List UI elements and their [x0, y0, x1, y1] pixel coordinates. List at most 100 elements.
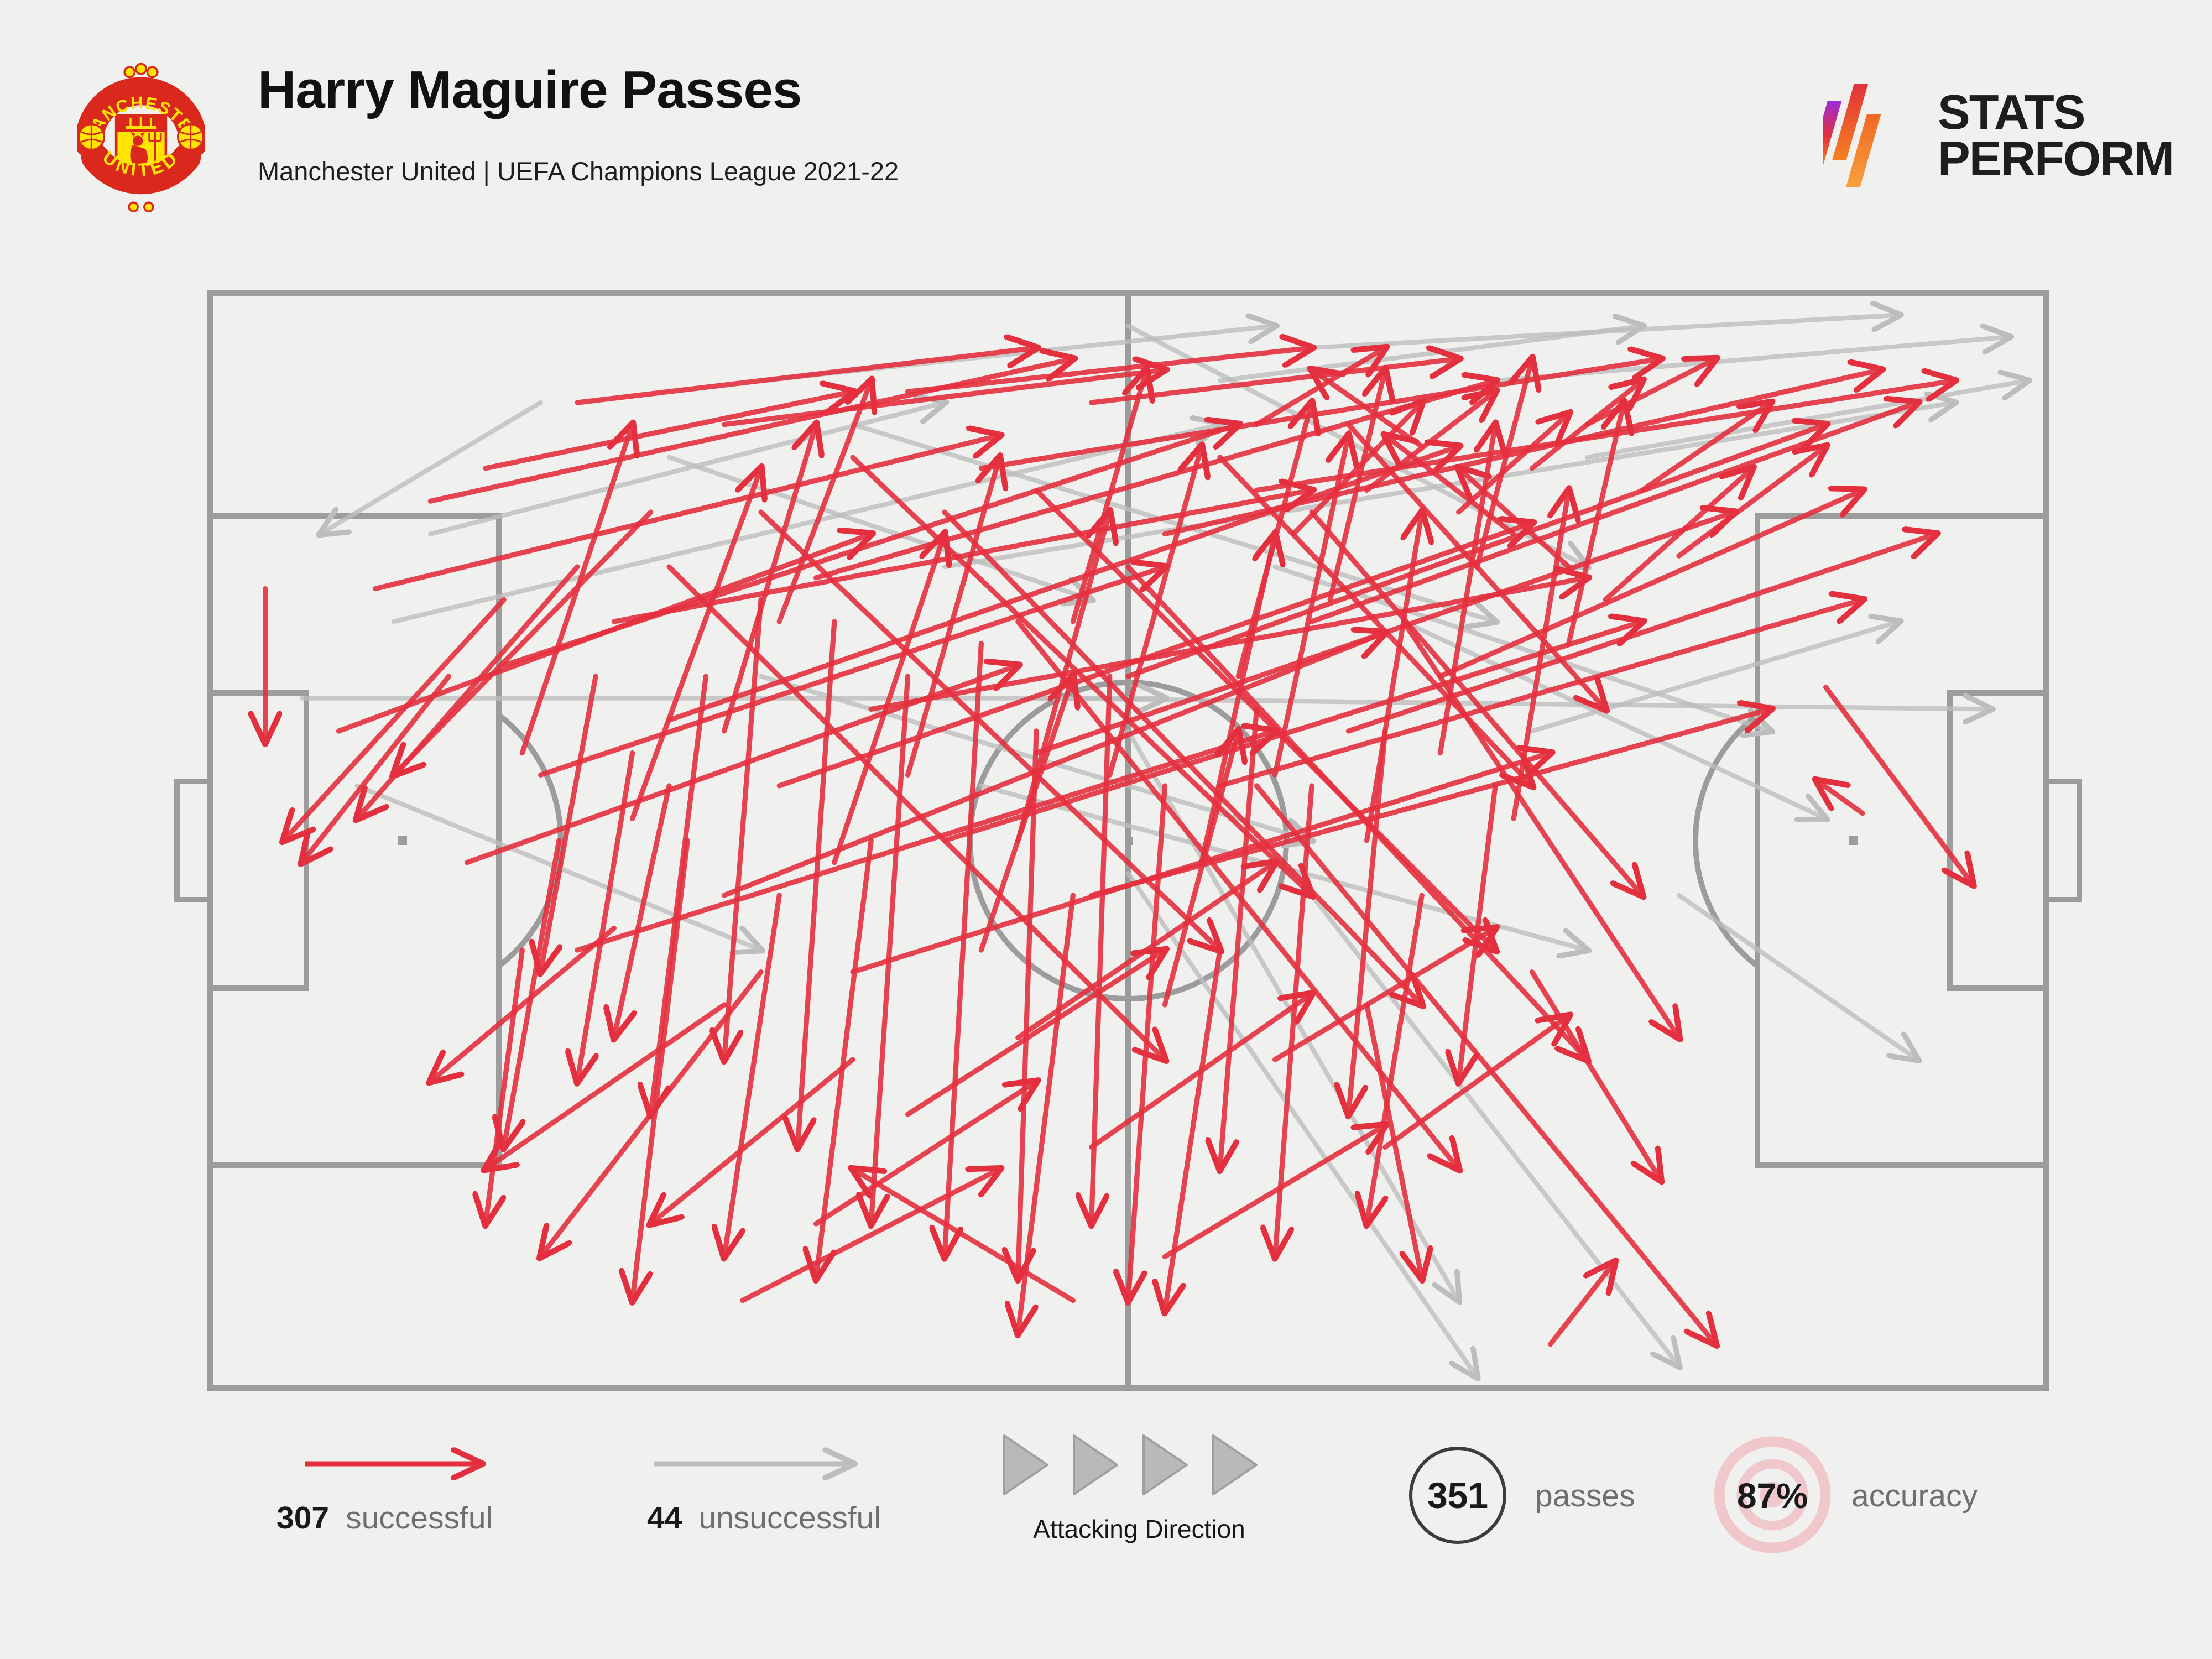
stats-perform-line1: STATS — [1938, 84, 2085, 139]
total-passes-badge: 351 — [1409, 1447, 1506, 1544]
pass-arrow-successful — [1088, 359, 1459, 405]
pass-arrow-successful — [1548, 1262, 1615, 1347]
pass-arrow-successful — [1018, 893, 1076, 1333]
pass-arrow-successful — [724, 893, 782, 1256]
pass-arrow-successful — [1254, 348, 1385, 427]
pass-arrow-successful — [905, 457, 1000, 778]
pass-arrow-successful — [541, 674, 598, 972]
accuracy-label: accuracy — [1851, 1478, 1978, 1514]
pass-arrow-successful — [1309, 403, 1918, 624]
pass-arrow-successful — [486, 1002, 727, 1169]
pass-arrow-successful — [427, 359, 1073, 504]
pass-arrow-unsuccessful — [391, 425, 1220, 624]
pass-arrow-successful — [1383, 1016, 1569, 1150]
legend-unsuccessful: 44 unsuccessful — [647, 1500, 881, 1536]
pass-arrow-successful — [611, 490, 1312, 624]
pass-arrow-successful — [1015, 619, 1459, 1169]
pass-arrow-successful — [336, 534, 871, 734]
pass-arrow-successful — [905, 348, 1312, 394]
pass-arrow-successful — [1327, 370, 1385, 603]
six-yard-box-right — [1947, 690, 2049, 991]
goal-right — [2043, 779, 2082, 902]
page-title: Harry Maguire Passes — [258, 60, 802, 119]
pass-arrow-successful — [724, 597, 764, 1060]
penalty-spot-left — [398, 836, 407, 845]
pass-arrow-successful — [651, 1057, 855, 1224]
passes-label: passes — [1535, 1478, 1635, 1514]
pass-arrow-successful — [666, 446, 1459, 723]
stats-perform-slashes-icon — [1823, 84, 1881, 187]
legend-unsuccessful-arrow-icon — [654, 1433, 879, 1494]
pass-arrow-successful — [575, 731, 1275, 953]
pass-arrow-successful — [302, 674, 452, 863]
pass-arrow-successful — [1584, 359, 1715, 427]
pass-arrow-successful — [465, 665, 1018, 865]
pass-arrow-unsuccessful — [1309, 315, 1899, 351]
pass-arrow-successful — [832, 534, 945, 865]
pass-arrow-successful — [740, 1169, 1000, 1303]
pass-arrow-successful — [813, 1082, 1036, 1227]
penalty-arc-right — [1692, 713, 1760, 968]
pass-arrow-successful — [1217, 455, 1532, 786]
pass-arrow-successful — [1272, 928, 1495, 1062]
pass-arrow-successful — [504, 838, 562, 1147]
pass-arrow-successful — [1566, 403, 1624, 646]
pass-arrow-successful — [1437, 490, 1863, 679]
crest-football-left-icon — [77, 123, 106, 151]
pass-arrow-successful — [1291, 403, 1422, 537]
pass-arrow-successful — [483, 392, 853, 471]
pass-arrow-successful — [1070, 370, 1146, 624]
attacking-direction-label: Attacking Direction — [1033, 1515, 1245, 1543]
pass-arrow-successful — [797, 619, 837, 1147]
pass-arrow-unsuccessful — [320, 400, 543, 534]
attacking-direction-triangle-icon — [1073, 1434, 1118, 1495]
penalty-spot-right — [1849, 836, 1858, 845]
pass-arrow-unsuccessful — [850, 422, 1495, 622]
crest-football-right-icon — [176, 123, 205, 151]
pass-arrow-successful — [1367, 893, 1425, 1224]
accuracy-value: 87% — [1736, 1476, 1808, 1516]
pass-arrow-unsuccessful — [1401, 619, 1826, 818]
pass-arrow-successful — [816, 838, 874, 1279]
pass-arrow-successful — [1640, 403, 1771, 493]
pass-arrow-unsuccessful — [1676, 893, 1918, 1060]
pitch-markings — [174, 290, 2082, 1391]
pass-arrow-successful — [1823, 685, 1973, 884]
pass-arrow-successful — [850, 455, 1312, 895]
goal-left — [174, 779, 213, 902]
pass-arrow-successful — [577, 750, 635, 1082]
pass-arrow-successful — [575, 348, 1036, 405]
pass-arrow-successful — [721, 370, 1165, 427]
pass-arrow-successful — [1364, 392, 1495, 493]
pass-arrow-successful — [666, 564, 1165, 1060]
pass-arrow-successful — [1364, 512, 1422, 843]
pass-arrow-successful — [1603, 468, 1752, 603]
pass-arrow-successful — [633, 838, 690, 1301]
accuracy-target-icon — [1714, 1436, 1831, 1553]
successful-passes-layer — [265, 348, 1973, 1344]
stats-perform-line2: PERFORM — [1938, 131, 2174, 186]
pass-arrow-successful — [776, 380, 871, 624]
pass-arrow-unsuccessful — [1309, 893, 1679, 1366]
pass-arrow-successful — [1529, 969, 1660, 1180]
pass-arrow-successful — [394, 509, 654, 775]
attacking-direction-triangle-icon — [1212, 1434, 1258, 1495]
successful-label: successful — [346, 1500, 493, 1536]
penalty-area-left — [207, 513, 502, 1168]
centre-spot — [1125, 837, 1133, 845]
total-passes-count: 351 — [1427, 1475, 1489, 1516]
penalty-area-right — [1755, 513, 2049, 1168]
pass-arrow-successful — [1254, 783, 1715, 1344]
pass-arrow-successful — [1309, 509, 1642, 895]
pass-arrow-successful — [721, 425, 816, 734]
attacking-direction-triangle-icon — [1003, 1434, 1048, 1495]
pass-map — [174, 282, 2082, 1399]
unsuccessful-count: 44 — [647, 1500, 682, 1536]
pass-arrow-successful — [1088, 994, 1312, 1150]
pass-arrow-successful — [978, 676, 1073, 953]
pass-arrow-successful — [1018, 728, 1039, 1279]
pass-arrow-successful — [1401, 619, 1679, 1037]
pass-arrow-successful — [1217, 599, 1863, 789]
pass-arrow-successful — [1235, 403, 1312, 679]
